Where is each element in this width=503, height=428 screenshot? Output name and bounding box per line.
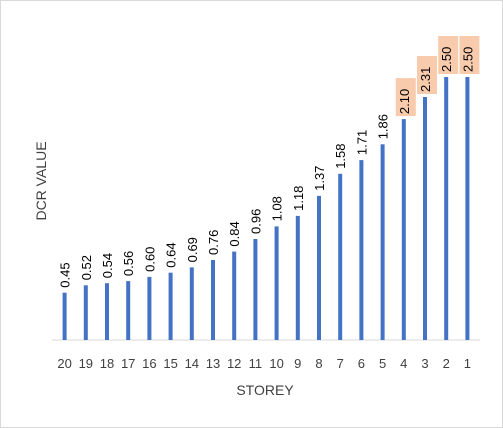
- data-label-storey-18: 0.54: [100, 253, 115, 278]
- data-label-storey-7: 1.58: [333, 143, 348, 168]
- x-tick-label-15: 15: [163, 356, 177, 371]
- data-label-text: 1.71: [354, 130, 369, 155]
- bar-storey-16: [147, 276, 152, 340]
- data-label-storey-5: 1.86: [376, 114, 391, 139]
- bar-storey-6: [359, 160, 364, 340]
- data-label-text: 2.10: [397, 89, 412, 114]
- data-label-storey-15: 0.64: [164, 242, 179, 267]
- bars-group: [62, 77, 470, 340]
- data-label-highlight-box: [395, 78, 416, 117]
- data-label-text: 0.54: [100, 253, 115, 278]
- data-label-storey-14: 0.69: [185, 237, 200, 262]
- y-axis-title: DCR VALUE: [33, 141, 49, 220]
- data-label-text: 0.69: [185, 237, 200, 262]
- x-tick-label-8: 8: [315, 356, 322, 371]
- data-label-highlight-box: [459, 36, 480, 74]
- data-label-text: 0.52: [79, 255, 94, 280]
- bar-storey-13: [211, 260, 215, 340]
- bar-storey-4: [401, 119, 406, 340]
- data-label-storey-20: 0.45: [58, 262, 73, 287]
- bar-storey-7: [338, 173, 343, 340]
- bar-storey-20: [62, 292, 67, 340]
- bar-storey-10: [274, 226, 279, 340]
- bar-storey-8: [317, 195, 321, 340]
- x-tick-label-16: 16: [142, 356, 156, 371]
- bar-storey-15: [168, 272, 173, 340]
- data-label-text: 0.45: [58, 262, 73, 287]
- data-label-text: 2.31: [418, 67, 433, 92]
- x-tick-label-20: 20: [57, 356, 71, 371]
- x-tick-label-2: 2: [443, 356, 450, 371]
- bar-storey-9: [295, 215, 300, 340]
- data-label-storey-11: 0.96: [248, 209, 263, 234]
- data-label-text: 2.50: [439, 47, 454, 72]
- bar-storey-1: [465, 77, 470, 340]
- bar-storey-14: [189, 267, 194, 340]
- x-tick-label-9: 9: [294, 356, 301, 371]
- bar-storey-19: [83, 285, 88, 340]
- data-label-storey-2: 2.50: [438, 36, 459, 74]
- data-label-text: 0.60: [142, 247, 157, 272]
- x-tick-label-14: 14: [185, 356, 199, 371]
- bar-storey-12: [232, 251, 237, 340]
- data-label-text: 0.84: [227, 221, 242, 246]
- data-label-storey-19: 0.52: [79, 255, 94, 280]
- bar-storey-3: [423, 97, 427, 340]
- data-label-storey-12: 0.84: [227, 221, 242, 246]
- data-label-text: 1.58: [333, 143, 348, 168]
- x-tick-label-19: 19: [79, 356, 93, 371]
- data-label-text: 1.86: [376, 114, 391, 139]
- bar-storey-2: [444, 77, 449, 340]
- data-label-storey-17: 0.56: [121, 251, 136, 276]
- data-label-storey-3: 2.31: [417, 56, 437, 94]
- bar-storey-18: [105, 283, 109, 340]
- data-label-storey-8: 1.37: [312, 166, 327, 191]
- data-labels-group: 0.45 0.52 0.54 0.56 0.60 0.64 0.69 0.76 0.84 0.96…: [58, 36, 480, 288]
- x-tick-label-12: 12: [227, 356, 241, 371]
- x-tick-labels-group: 20 19 18 17 16 15 14 13 12 11 10 9 8 7 6 5 4 3 2 1: [57, 356, 471, 371]
- data-label-text: 0.76: [206, 230, 221, 255]
- data-label-text: 2.50: [460, 47, 475, 72]
- x-tick-label-13: 13: [206, 356, 220, 371]
- x-tick-label-4: 4: [400, 356, 407, 371]
- x-tick-label-18: 18: [100, 356, 114, 371]
- bar-storey-5: [380, 144, 385, 340]
- x-tick-label-5: 5: [379, 356, 386, 371]
- bar-storey-17: [126, 281, 131, 340]
- data-label-text: 1.18: [291, 186, 306, 211]
- x-tick-label-1: 1: [464, 356, 471, 371]
- data-label-storey-9: 1.18: [291, 186, 306, 211]
- x-axis-title: STOREY: [236, 382, 294, 398]
- bar-storey-11: [253, 239, 258, 340]
- x-tick-label-11: 11: [249, 356, 263, 371]
- x-tick-label-6: 6: [358, 356, 365, 371]
- x-tick-label-3: 3: [421, 356, 428, 371]
- data-label-storey-1: 2.50: [459, 36, 480, 74]
- data-label-text: 1.37: [312, 166, 327, 191]
- data-label-storey-13: 0.76: [206, 230, 221, 255]
- x-tick-label-17: 17: [121, 356, 135, 371]
- data-label-text: 0.96: [248, 209, 263, 234]
- data-label-storey-16: 0.60: [142, 247, 157, 272]
- data-label-text: 0.64: [164, 242, 179, 267]
- data-label-highlight-box: [417, 56, 437, 94]
- data-label-storey-6: 1.71: [354, 130, 369, 155]
- data-label-storey-10: 1.08: [270, 196, 285, 221]
- data-label-highlight-box: [438, 36, 459, 74]
- data-label-text: 0.56: [121, 251, 136, 276]
- x-tick-label-10: 10: [269, 356, 283, 371]
- data-label-storey-4: 2.10: [395, 78, 416, 117]
- data-label-text: 1.08: [270, 196, 285, 221]
- x-tick-label-7: 7: [337, 356, 344, 371]
